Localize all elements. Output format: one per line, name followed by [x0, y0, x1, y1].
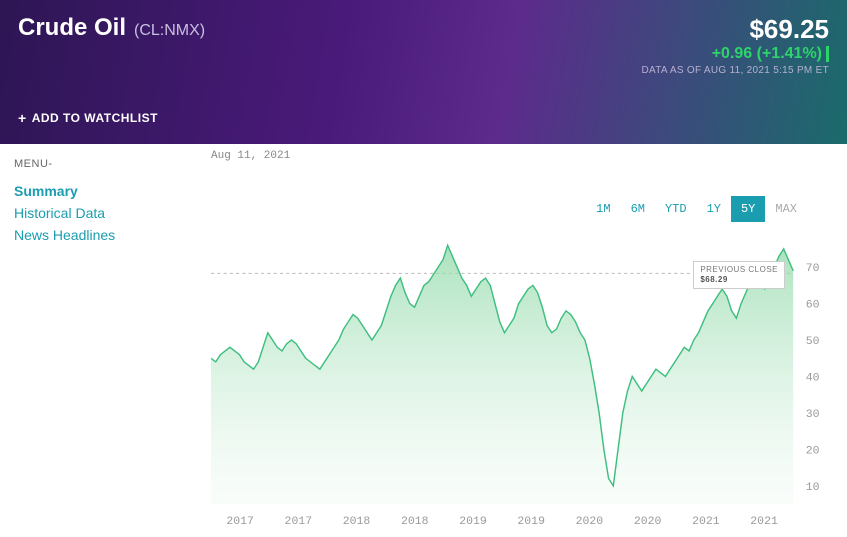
svg-text:2020: 2020: [634, 516, 662, 528]
menu-item-news-headlines[interactable]: News Headlines: [14, 224, 185, 246]
price-value: $69.25: [642, 14, 830, 45]
add-to-watchlist-button[interactable]: + ADD TO WATCHLIST: [18, 110, 829, 126]
range-button-1y[interactable]: 1Y: [697, 196, 731, 222]
prev-close-value: $68.29: [700, 275, 778, 285]
body: MENU- SummaryHistorical DataNews Headlin…: [0, 144, 847, 532]
svg-text:2020: 2020: [576, 516, 604, 528]
svg-text:2019: 2019: [517, 516, 545, 528]
watchlist-label: ADD TO WATCHLIST: [32, 111, 158, 125]
instrument-ticker: (CL:NMX): [134, 22, 205, 40]
chart-panel: Aug 11, 2021 1M6MYTD1Y5YMAX 10 20 30 40 50 60…: [185, 144, 847, 532]
chart-date-label: Aug 11, 2021: [211, 150, 837, 162]
plus-icon: +: [18, 110, 27, 126]
range-button-6m[interactable]: 6M: [621, 196, 655, 222]
svg-text:10: 10: [806, 482, 820, 494]
price-block: $69.25 +0.96 (+1.41%) DATA AS OF AUG 11,…: [642, 14, 830, 76]
svg-text:2018: 2018: [401, 516, 429, 528]
svg-text:2021: 2021: [750, 516, 778, 528]
previous-close-tooltip: PREVIOUS CLOSE $68.29: [693, 261, 785, 288]
side-menu: MENU- SummaryHistorical DataNews Headlin…: [0, 144, 185, 532]
svg-text:2017: 2017: [226, 516, 254, 528]
title-block: Crude Oil (CL:NMX): [18, 14, 205, 42]
svg-text:40: 40: [806, 373, 820, 385]
header: Crude Oil (CL:NMX) $69.25 +0.96 (+1.41%)…: [0, 0, 847, 144]
price-change-row: +0.96 (+1.41%): [642, 45, 830, 63]
svg-text:50: 50: [806, 336, 820, 348]
price-change: +0.96 (+1.41%): [712, 45, 822, 62]
svg-text:60: 60: [806, 300, 820, 312]
menu-heading: MENU-: [14, 158, 185, 170]
range-button-ytd[interactable]: YTD: [655, 196, 697, 222]
menu-item-historical-data[interactable]: Historical Data: [14, 202, 185, 224]
header-top: Crude Oil (CL:NMX) $69.25 +0.96 (+1.41%)…: [18, 14, 829, 76]
range-button-5y[interactable]: 5Y: [731, 196, 765, 222]
change-bar-icon: [826, 46, 829, 62]
svg-text:20: 20: [806, 446, 820, 458]
chart-area: 10 20 30 40 50 60 70 2017 2017 2018 2018 2019 2019 20…: [211, 232, 837, 532]
range-button-max[interactable]: MAX: [765, 196, 807, 222]
svg-text:2018: 2018: [343, 516, 371, 528]
svg-text:30: 30: [806, 409, 820, 421]
range-button-1m[interactable]: 1M: [586, 196, 620, 222]
menu-item-summary[interactable]: Summary: [14, 180, 185, 202]
range-selector: 1M6MYTD1Y5YMAX: [185, 196, 837, 222]
svg-text:2019: 2019: [459, 516, 487, 528]
svg-text:70: 70: [806, 263, 820, 275]
data-as-of: DATA AS OF AUG 11, 2021 5:15 PM ET: [642, 65, 830, 76]
svg-text:2017: 2017: [285, 516, 313, 528]
prev-close-label: PREVIOUS CLOSE: [700, 265, 778, 275]
instrument-title: Crude Oil: [18, 14, 126, 42]
svg-text:2021: 2021: [692, 516, 720, 528]
